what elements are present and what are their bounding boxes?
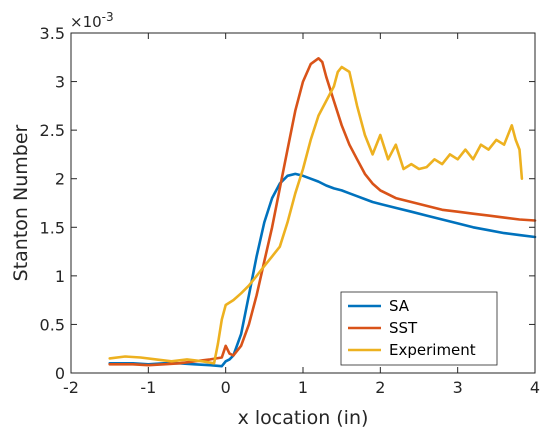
x-tick-label: 3 — [453, 378, 463, 397]
ticks-layer: -2 -1 0 1 2 3 4 0 0.5 1 1.5 2 2.5 3 3.5 — [40, 24, 541, 397]
x-tick-label: -2 — [63, 378, 79, 397]
y-tick-label: 0.5 — [40, 315, 65, 334]
y-tick-label: 1 — [55, 267, 65, 286]
x-tick-label: 4 — [530, 378, 540, 397]
x-tick-label: 1 — [298, 378, 308, 397]
x-axis-label: x location (in) — [238, 407, 369, 429]
x-tick-label: -1 — [140, 378, 156, 397]
x-tick-label: 0 — [221, 378, 231, 397]
legend: SA SST Experiment — [340, 291, 498, 366]
legend-label-experiment: Experiment — [389, 341, 476, 359]
series-layer — [108, 57, 537, 368]
y-tick-label: 0 — [55, 364, 65, 383]
series-line-sst — [108, 57, 537, 367]
y-tick-label: 3.5 — [40, 24, 65, 43]
legend-label-sa: SA — [389, 297, 410, 315]
y-tick-label: 1.5 — [40, 218, 65, 237]
y-tick-label: 3 — [55, 73, 65, 92]
y-tick-label: 2.5 — [40, 121, 65, 140]
y-axis-label: Stanton Number — [10, 124, 32, 281]
y-tick-label: 2 — [55, 170, 65, 189]
exponent-power: -3 — [102, 10, 114, 24]
legend-label-sst: SST — [389, 319, 418, 337]
series-line-experiment — [108, 65, 524, 365]
y-axis-exponent: ×10-3 — [70, 10, 114, 31]
legend-items: SA SST Experiment — [348, 297, 476, 359]
series-line-sa — [108, 172, 537, 368]
x-tick-label: 2 — [375, 378, 385, 397]
exponent-base: ×10 — [70, 13, 102, 31]
